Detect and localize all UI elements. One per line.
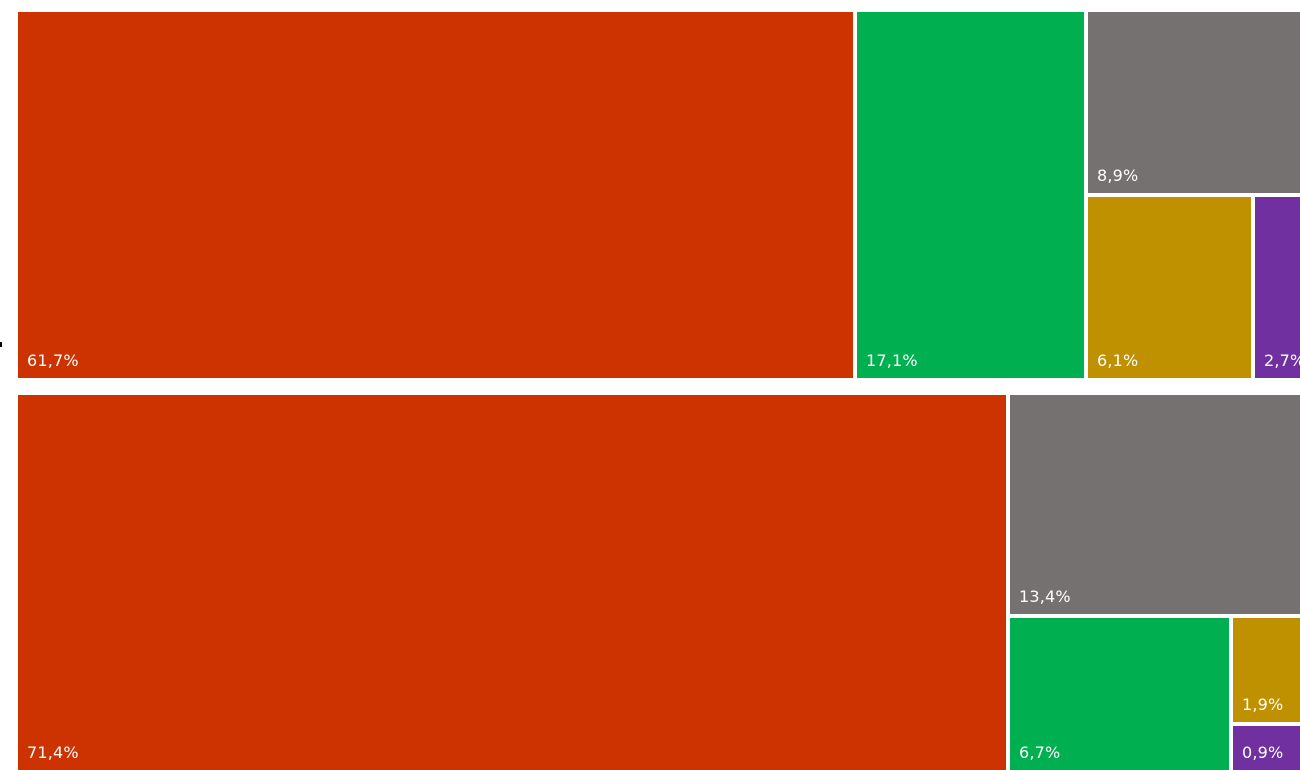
treemap-1-cell-purple: 2,7% [1255,197,1300,378]
treemap-2-label-purple: 0,9% [1242,743,1284,762]
treemap-1-cell-red: 61,7% [18,12,853,378]
treemap-2-cell-purple: 0,9% [1233,726,1300,770]
treemap-2-label-green: 6,7% [1019,743,1061,762]
treemap-2-cell-gold: 1,9% [1233,618,1300,722]
treemap-1-label-gold: 6,1% [1097,351,1139,370]
treemap-2-cell-red: 71,4% [18,395,1006,770]
treemap-2-label-red: 71,4% [27,743,79,762]
treemap-2-cell-green: 6,7% [1010,618,1229,770]
treemap-2-label-grey: 13,4% [1019,587,1071,606]
treemap-1-cell-grey: 8,9% [1088,12,1300,193]
treemap-2-cell-grey: 13,4% [1010,395,1300,614]
treemap-1-label-grey: 8,9% [1097,166,1139,185]
edge-tick-mark [0,342,2,347]
treemap-1-label-purple: 2,7% [1264,351,1300,370]
treemap-1-label-green: 17,1% [866,351,918,370]
treemap-1-cell-green: 17,1% [857,12,1084,378]
treemap-1-label-red: 61,7% [27,351,79,370]
treemap-1-cell-gold: 6,1% [1088,197,1251,378]
treemap-2-label-gold: 1,9% [1242,695,1284,714]
